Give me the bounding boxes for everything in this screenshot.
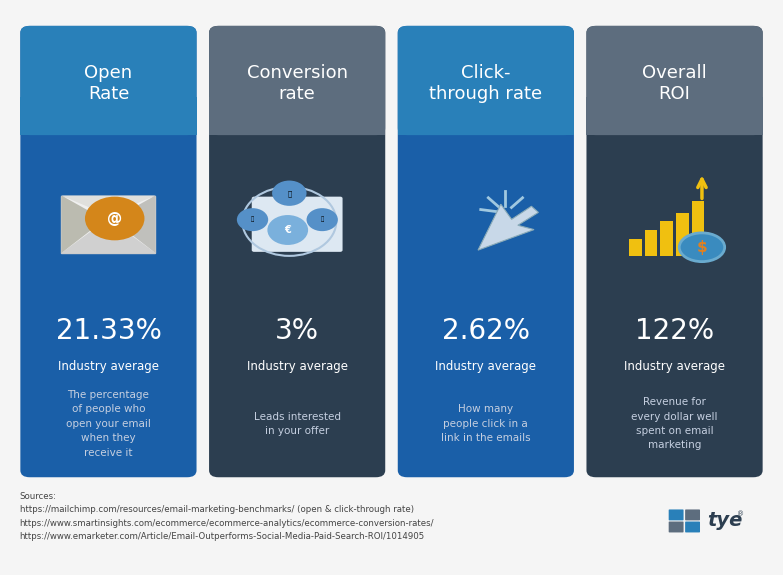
- Bar: [660, 221, 673, 256]
- Polygon shape: [478, 204, 539, 250]
- FancyBboxPatch shape: [209, 26, 385, 477]
- Ellipse shape: [679, 233, 725, 262]
- Bar: [209, 97, 385, 135]
- FancyBboxPatch shape: [586, 26, 763, 135]
- FancyBboxPatch shape: [20, 26, 197, 135]
- Text: 21.33%: 21.33%: [56, 317, 161, 344]
- Text: How many
people click in a
link in the emails: How many people click in a link in the e…: [441, 404, 531, 443]
- Bar: [677, 213, 689, 256]
- Text: Leads interested
in your offer: Leads interested in your offer: [254, 412, 341, 436]
- Bar: [398, 97, 574, 135]
- Polygon shape: [61, 196, 155, 216]
- Text: tye: tye: [707, 511, 742, 531]
- Circle shape: [307, 208, 338, 231]
- Text: $: $: [697, 240, 707, 255]
- Text: Overall
ROI: Overall ROI: [642, 64, 707, 103]
- FancyBboxPatch shape: [586, 26, 763, 477]
- Text: 2.62%: 2.62%: [442, 317, 530, 344]
- Bar: [586, 97, 763, 135]
- FancyBboxPatch shape: [669, 522, 684, 532]
- Text: Revenue for
every dollar well
spent on email
marketing: Revenue for every dollar well spent on e…: [631, 397, 718, 450]
- Text: Open
Rate: Open Rate: [85, 64, 132, 103]
- Circle shape: [236, 208, 268, 231]
- Text: Click-
through rate: Click- through rate: [429, 64, 543, 103]
- Text: Sources:
https://mailchimp.com/resources/email-marketing-benchmarks/ (open & cli: Sources: https://mailchimp.com/resources…: [20, 492, 434, 541]
- Bar: [645, 230, 658, 256]
- Text: Industry average: Industry average: [58, 360, 159, 373]
- Circle shape: [272, 181, 307, 206]
- Circle shape: [267, 215, 308, 245]
- Polygon shape: [61, 196, 104, 253]
- FancyBboxPatch shape: [398, 26, 574, 135]
- Text: 👠: 👠: [320, 217, 324, 223]
- Text: @: @: [107, 211, 122, 226]
- Bar: [20, 97, 197, 135]
- Polygon shape: [61, 218, 155, 253]
- Polygon shape: [113, 196, 155, 253]
- Text: €: €: [284, 225, 291, 235]
- Bar: [629, 239, 641, 256]
- Text: 3%: 3%: [275, 317, 319, 344]
- Bar: [691, 201, 704, 256]
- Text: Industry average: Industry average: [247, 360, 348, 373]
- Circle shape: [85, 197, 144, 240]
- Text: The percentage
of people who
open your email
when they
receive it: The percentage of people who open your e…: [66, 390, 151, 458]
- FancyBboxPatch shape: [669, 509, 684, 520]
- FancyBboxPatch shape: [685, 522, 700, 532]
- Text: ®: ®: [737, 511, 744, 517]
- Text: Industry average: Industry average: [624, 360, 725, 373]
- FancyBboxPatch shape: [685, 509, 700, 520]
- FancyBboxPatch shape: [20, 26, 197, 477]
- FancyBboxPatch shape: [61, 196, 155, 253]
- FancyBboxPatch shape: [398, 26, 574, 477]
- Text: Conversion
rate: Conversion rate: [247, 64, 348, 103]
- FancyBboxPatch shape: [209, 26, 385, 135]
- Text: Industry average: Industry average: [435, 360, 536, 373]
- FancyBboxPatch shape: [251, 197, 342, 252]
- Text: 🧺: 🧺: [287, 190, 291, 197]
- Text: 👜: 👜: [251, 217, 254, 223]
- Text: 122%: 122%: [635, 317, 714, 344]
